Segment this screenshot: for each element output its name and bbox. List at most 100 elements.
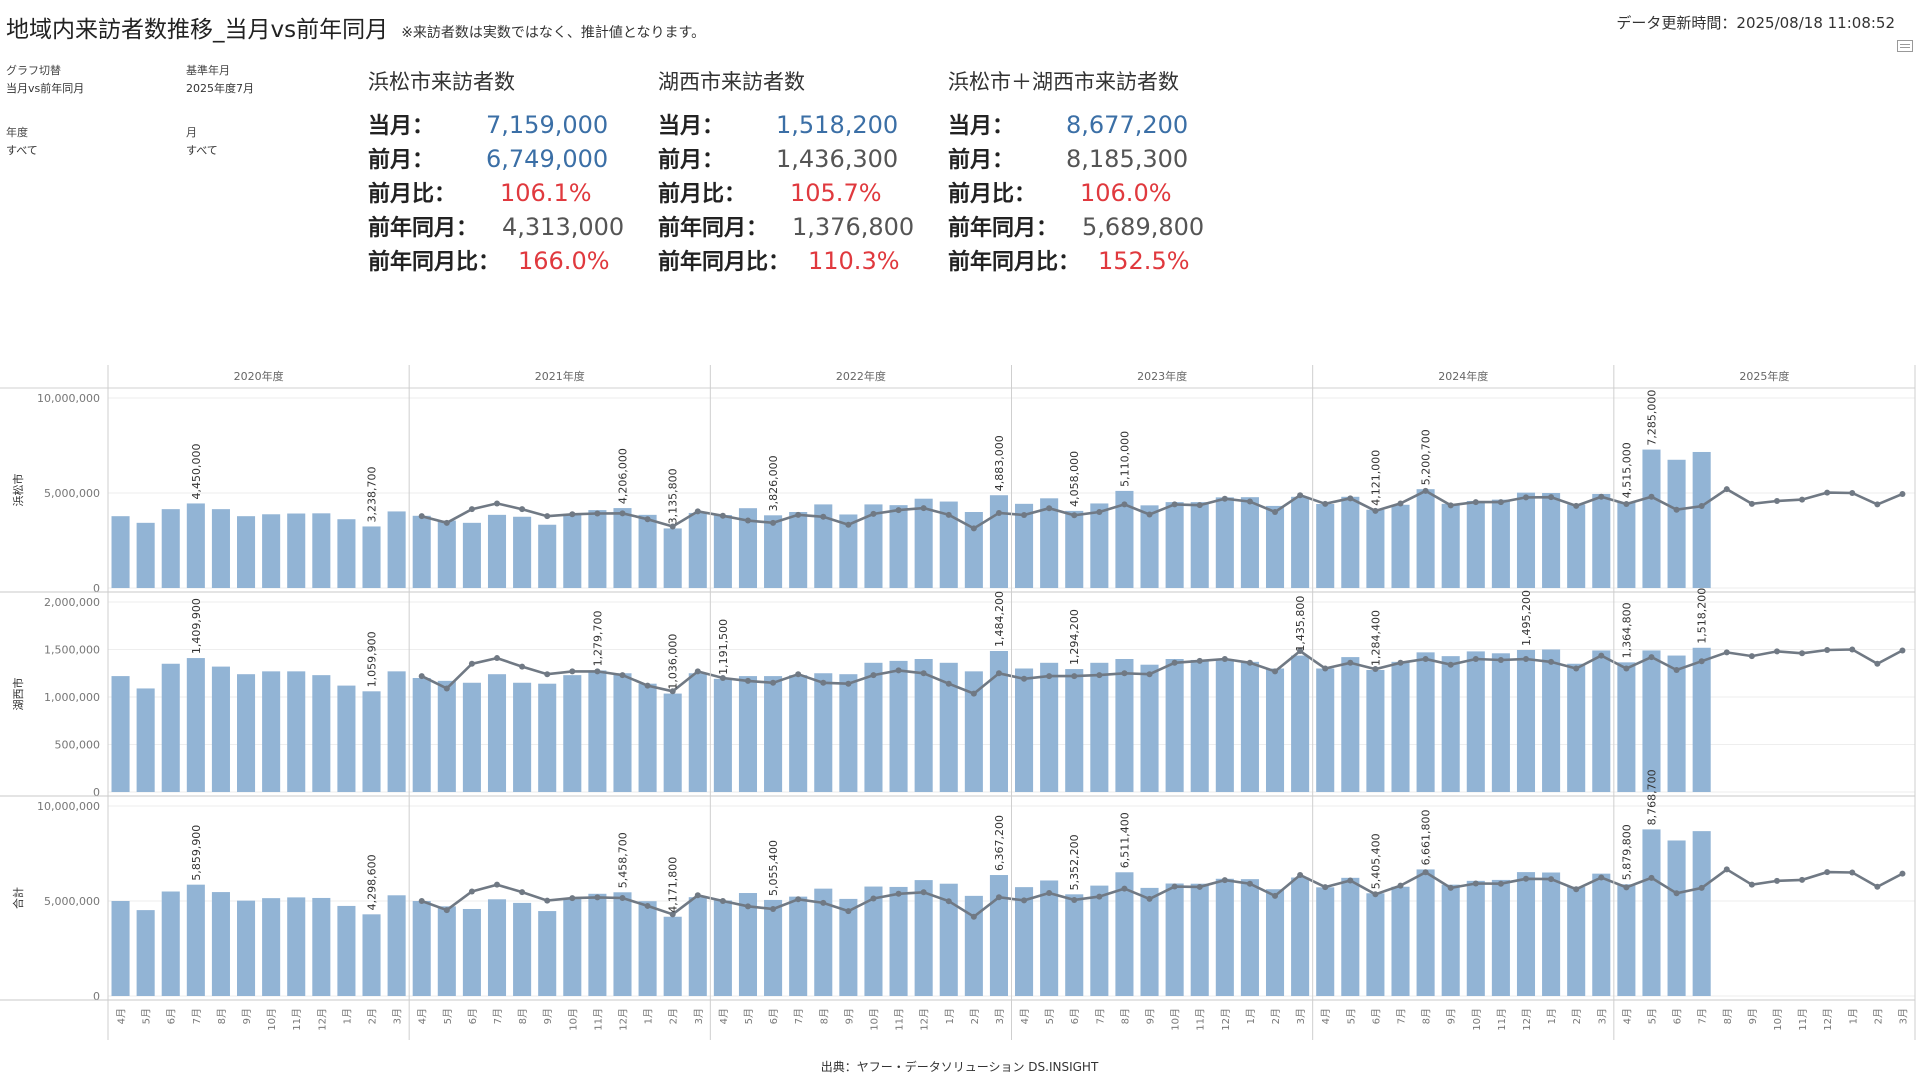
point-previous-year xyxy=(1824,489,1831,496)
bar-current-month xyxy=(1215,659,1234,792)
x-tick-label: 9月 xyxy=(1446,1008,1458,1024)
x-tick-label: 12月 xyxy=(919,1008,931,1031)
data-label: 4,298,600 xyxy=(366,854,379,910)
point-previous-year xyxy=(744,903,751,910)
kpi-value: 4,313,000 xyxy=(502,213,625,241)
bar-current-month xyxy=(337,685,356,792)
point-previous-year xyxy=(895,507,902,514)
point-previous-year xyxy=(820,513,827,520)
point-previous-year xyxy=(1773,648,1780,655)
point-previous-year xyxy=(1598,652,1605,659)
graph-switch-label: グラフ切替 xyxy=(6,64,61,77)
kpi-label: 前月比： xyxy=(368,182,457,207)
bar-current-month xyxy=(964,671,983,792)
x-tick-label: 7月 xyxy=(492,1008,504,1024)
data-label: 4,171,800 xyxy=(667,857,680,913)
point-previous-year xyxy=(494,500,501,507)
bar-current-month xyxy=(1341,496,1360,588)
point-previous-year xyxy=(1096,509,1103,515)
y-tick-label: 5,000,000 xyxy=(44,895,100,908)
bar-current-month xyxy=(638,514,657,588)
kpi-label: 前月： xyxy=(368,148,435,173)
x-tick-label: 8月 xyxy=(1722,1008,1734,1024)
kpi-label: 前月： xyxy=(948,148,1015,173)
bar-current-month xyxy=(789,675,808,792)
point-previous-year xyxy=(694,508,701,515)
bar-current-month xyxy=(1416,869,1435,996)
bar-current-month xyxy=(1516,872,1536,996)
point-previous-year xyxy=(1046,890,1053,897)
kpi-value: 1,436,300 xyxy=(776,145,899,173)
bar-current-month xyxy=(1240,497,1259,588)
x-tick-label: 9月 xyxy=(542,1008,554,1024)
bar-current-month xyxy=(1441,503,1460,588)
bar-current-month xyxy=(136,910,155,996)
bar-current-month xyxy=(713,515,732,588)
bar-current-month xyxy=(1466,651,1485,792)
kpi-value: 152.5% xyxy=(1098,247,1190,275)
point-previous-year xyxy=(1497,499,1504,506)
x-tick-label: 2月 xyxy=(668,1008,680,1024)
point-previous-year xyxy=(1021,897,1028,904)
data-label: 1,059,900 xyxy=(366,631,379,687)
bar-current-month xyxy=(1165,883,1184,996)
point-previous-year xyxy=(544,513,551,520)
point-previous-year xyxy=(1748,500,1755,507)
bar-current-month xyxy=(111,516,130,588)
x-tick-label: 6月 xyxy=(467,1008,479,1024)
data-label: 1,518,200 xyxy=(1696,588,1709,644)
point-previous-year xyxy=(1297,492,1304,499)
menu-icon[interactable] xyxy=(1897,40,1913,52)
bar-current-month xyxy=(1466,880,1485,996)
bar-current-month xyxy=(939,501,958,588)
point-previous-year xyxy=(1422,869,1429,876)
bar-current-month xyxy=(513,516,532,588)
bar-current-month xyxy=(1140,887,1159,996)
bar-current-month xyxy=(1592,493,1611,588)
graph-switch-filter[interactable]: グラフ切替 当月vs前年同月 xyxy=(6,62,84,98)
point-previous-year xyxy=(619,894,626,901)
year-filter[interactable]: 年度 すべて xyxy=(6,124,38,160)
bar-current-month xyxy=(1190,883,1209,996)
point-previous-year xyxy=(770,519,777,526)
bar-current-month xyxy=(362,691,381,792)
point-previous-year xyxy=(1272,668,1279,675)
month-filter[interactable]: 月 すべて xyxy=(186,124,218,160)
bar-current-month xyxy=(1516,492,1536,588)
bar-current-month xyxy=(136,522,155,588)
x-tick-label: 3月 xyxy=(1596,1008,1608,1024)
month-value[interactable]: すべて xyxy=(186,144,218,157)
fiscal-year-header: 2023年度 xyxy=(1137,369,1187,383)
bar-current-month xyxy=(1065,669,1084,792)
point-previous-year xyxy=(1472,880,1479,887)
y-tick-label: 10,000,000 xyxy=(37,800,100,813)
graph-switch-value[interactable]: 当月vs前年同月 xyxy=(6,82,85,95)
bar-current-month xyxy=(1592,650,1611,792)
point-previous-year xyxy=(1071,512,1078,519)
data-label: 1,294,200 xyxy=(1068,609,1081,665)
bar-current-month xyxy=(764,899,783,996)
point-previous-year xyxy=(845,521,852,528)
bar-current-month xyxy=(1291,655,1310,792)
x-tick-label: 11月 xyxy=(592,1008,604,1031)
x-tick-label: 10月 xyxy=(1170,1008,1182,1031)
bar-current-month xyxy=(437,680,456,792)
year-value[interactable]: すべて xyxy=(6,144,38,157)
bar-current-month xyxy=(262,898,281,996)
x-tick-label: 8月 xyxy=(517,1008,529,1024)
point-previous-year xyxy=(820,899,827,906)
base-month-filter[interactable]: 基準年月 2025年度7月 xyxy=(186,62,254,98)
kpi-value: 8,185,300 xyxy=(1066,145,1189,173)
bar-current-month xyxy=(839,514,858,588)
bar-current-month xyxy=(136,688,155,792)
point-previous-year xyxy=(1522,875,1529,882)
point-previous-year xyxy=(1196,502,1203,509)
bar-current-month xyxy=(563,513,582,588)
point-previous-year xyxy=(1673,890,1680,897)
x-tick-label: 4月 xyxy=(1621,1008,1633,1024)
base-month-value[interactable]: 2025年度7月 xyxy=(186,82,254,95)
bar-current-month xyxy=(487,674,507,792)
x-tick-label: 5月 xyxy=(743,1008,755,1024)
point-previous-year xyxy=(1799,496,1806,503)
point-previous-year xyxy=(1522,656,1529,662)
